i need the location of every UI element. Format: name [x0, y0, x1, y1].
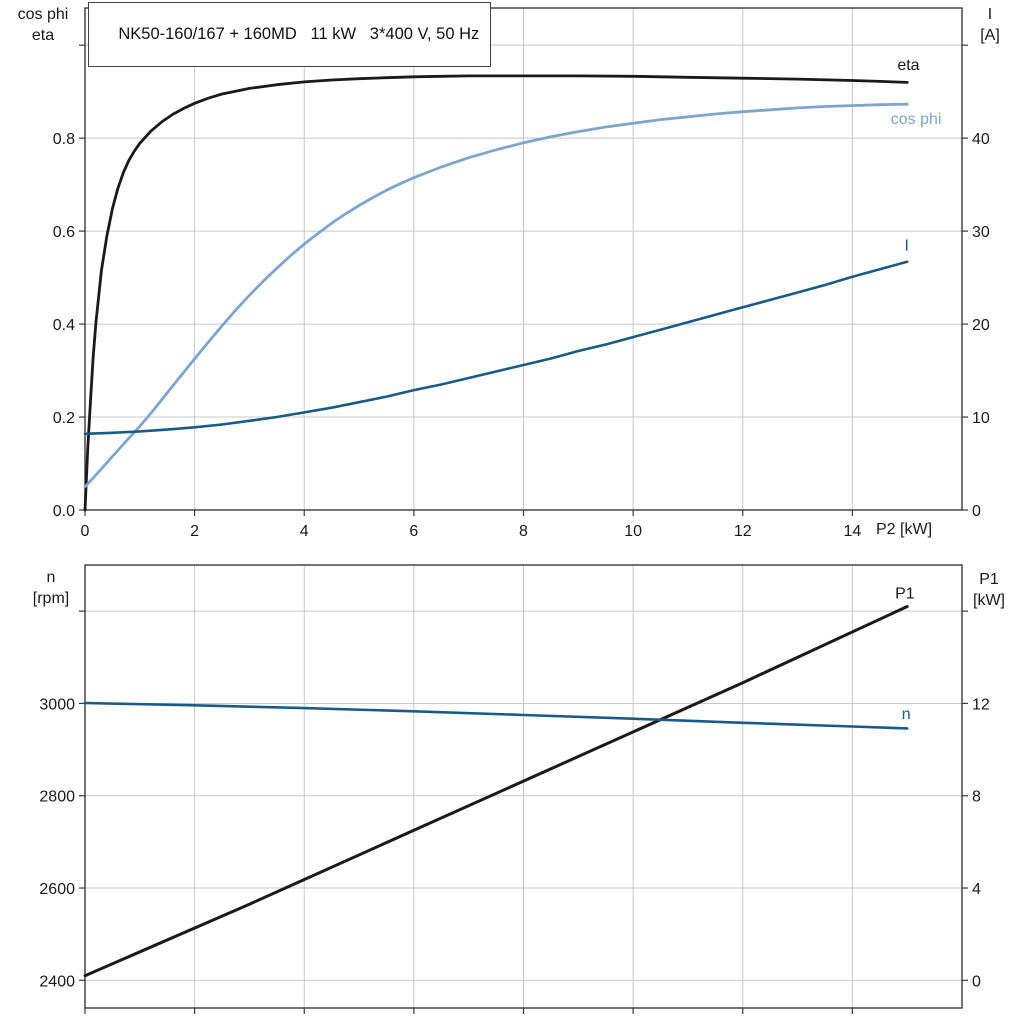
right-tick-label: 10: [972, 410, 990, 427]
chart-frame: [84, 7, 963, 511]
curve-n: [83, 701, 909, 730]
right-tick-label: 4: [972, 881, 981, 898]
curve-P1: [83, 605, 909, 978]
top-left-axis-label: cos phi eta: [2, 4, 84, 46]
left-tick-label: 2400: [39, 973, 75, 990]
right-tick-label: 30: [972, 224, 990, 241]
left-tick-label: 0.2: [53, 410, 75, 427]
top-left-axis-name-line1: cos phi: [17, 6, 69, 23]
left-tick-label: 0.8: [53, 131, 75, 148]
curve-label-cos_phi: cos phi: [891, 111, 942, 128]
x-tick-label: 4: [300, 523, 309, 540]
bottom-left-axis-label: n [rpm]: [8, 567, 94, 609]
chart-frame: [84, 564, 963, 1009]
x-tick-label: 2: [190, 523, 199, 540]
right-tick-label: 40: [972, 131, 990, 148]
x-tick-label: 14: [843, 523, 861, 540]
chart-title-box: NK50-160/167 + 160MD 11 kW 3*400 V, 50 H…: [88, 2, 492, 67]
top-right-axis-name-line1: I: [987, 6, 993, 23]
curve-cos_phi: [83, 102, 909, 489]
right-tick-label: 0: [972, 973, 981, 990]
left-tick-label: 2800: [39, 789, 75, 806]
bottom-left-axis-name-line1: n: [46, 569, 56, 586]
top-right-axis-label: I [A]: [962, 4, 1018, 46]
right-tick-label: 12: [972, 696, 990, 713]
curve-eta: [83, 74, 909, 512]
right-tick-label: 8: [972, 789, 981, 806]
curve-label-P1: P1: [895, 585, 915, 602]
left-tick-label: 0.6: [53, 224, 75, 241]
top-left-axis-name-line2: eta: [31, 27, 55, 44]
curve-label-I: I: [904, 238, 908, 255]
left-tick-label: 0.0: [53, 503, 75, 520]
curve-label-eta: eta: [897, 57, 919, 74]
x-tick-label: 8: [519, 523, 528, 540]
left-tick-label: 0.4: [53, 317, 75, 334]
x-tick-label: 0: [81, 523, 90, 540]
right-tick-label: 20: [972, 317, 990, 334]
bottom-right-axis-label: P1 [kW]: [960, 569, 1018, 611]
right-tick-label: 0: [972, 503, 981, 520]
x-tick-label: 10: [624, 523, 642, 540]
bottom-right-axis-name-line1: P1: [979, 571, 999, 588]
bottom-left-axis-name-line2: [rpm]: [32, 590, 70, 607]
left-tick-label: 3000: [39, 696, 75, 713]
top-right-axis-name-line2: [A]: [980, 27, 1000, 44]
curve-label-n: n: [902, 706, 911, 723]
left-tick-label: 2600: [39, 881, 75, 898]
x-tick-label: 12: [734, 523, 752, 540]
x-axis-label: P2 [kW]: [876, 521, 933, 538]
chart-title: NK50-160/167 + 160MD 11 kW 3*400 V, 50 H…: [118, 25, 480, 43]
x-tick-label: 6: [409, 523, 418, 540]
bottom-right-axis-name-line2: [kW]: [973, 592, 1005, 609]
curve-I: [83, 260, 909, 436]
